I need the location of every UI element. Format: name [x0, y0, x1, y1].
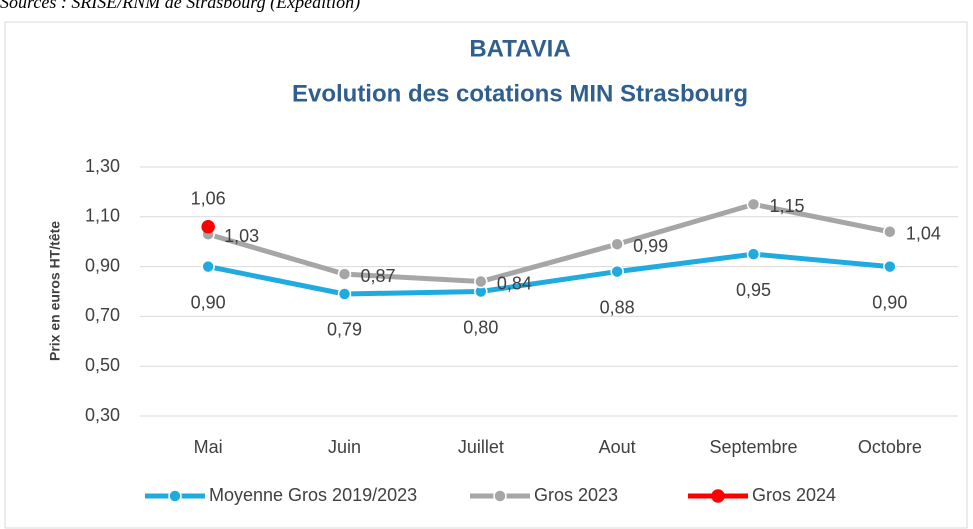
series-marker — [201, 220, 215, 234]
legend-marker — [168, 489, 182, 503]
y-tick-label: 1,10 — [85, 206, 120, 226]
legend-marker — [493, 489, 507, 503]
chart-title: BATAVIA — [469, 35, 570, 62]
data-label: 0,80 — [463, 317, 498, 337]
data-label: 0,79 — [327, 320, 362, 340]
y-tick-label: 1,30 — [85, 156, 120, 176]
y-tick-label: 0,30 — [85, 405, 120, 425]
chart-frame — [4, 21, 968, 529]
y-axis-label: Prix en euros HT/tête — [47, 221, 63, 361]
x-tick-label: Octobre — [858, 437, 922, 457]
y-tick-label: 0,50 — [85, 355, 120, 375]
chart-subtitle: Evolution des cotations MIN Strasbourg — [292, 80, 748, 107]
data-label: 1,04 — [906, 223, 941, 243]
x-tick-label: Juin — [328, 437, 361, 457]
series-marker — [610, 264, 624, 279]
series-marker — [201, 259, 215, 274]
data-label: 0,95 — [736, 280, 771, 300]
data-label: 1,03 — [224, 226, 259, 246]
data-label: 1,06 — [191, 189, 226, 209]
data-label: 0,90 — [191, 292, 226, 312]
series-marker — [746, 197, 761, 212]
x-tick-label: Mai — [194, 437, 223, 457]
series-marker — [337, 287, 352, 301]
x-tick-label: Aout — [599, 437, 636, 457]
series-marker — [883, 259, 897, 274]
series-marker — [746, 247, 761, 261]
data-label: 0,87 — [361, 266, 396, 286]
legend-label: Gros 2024 — [752, 485, 836, 505]
legend-label: Moyenne Gros 2019/2023 — [209, 485, 417, 505]
source: Sources : SRISE/RNM de Strasbourg (Expéd… — [0, 0, 360, 13]
y-tick-label: 0,70 — [85, 305, 120, 325]
data-label: 0,90 — [872, 292, 907, 312]
x-tick-label: Juillet — [458, 437, 504, 457]
x-tick-label: Septembre — [709, 437, 797, 457]
series-marker — [610, 237, 624, 251]
y-tick-label: 0,90 — [85, 255, 120, 275]
data-label: 0,84 — [497, 273, 532, 293]
legend-label: Gros 2023 — [534, 485, 618, 505]
series-line — [207, 251, 891, 297]
series-marker — [337, 267, 352, 281]
data-label: 1,15 — [770, 196, 805, 216]
series-marker — [474, 274, 488, 289]
data-label: 0,99 — [633, 236, 668, 256]
series-marker — [883, 224, 897, 239]
series-line — [207, 201, 891, 285]
data-label: 0,88 — [600, 297, 635, 317]
legend-marker — [711, 489, 725, 503]
